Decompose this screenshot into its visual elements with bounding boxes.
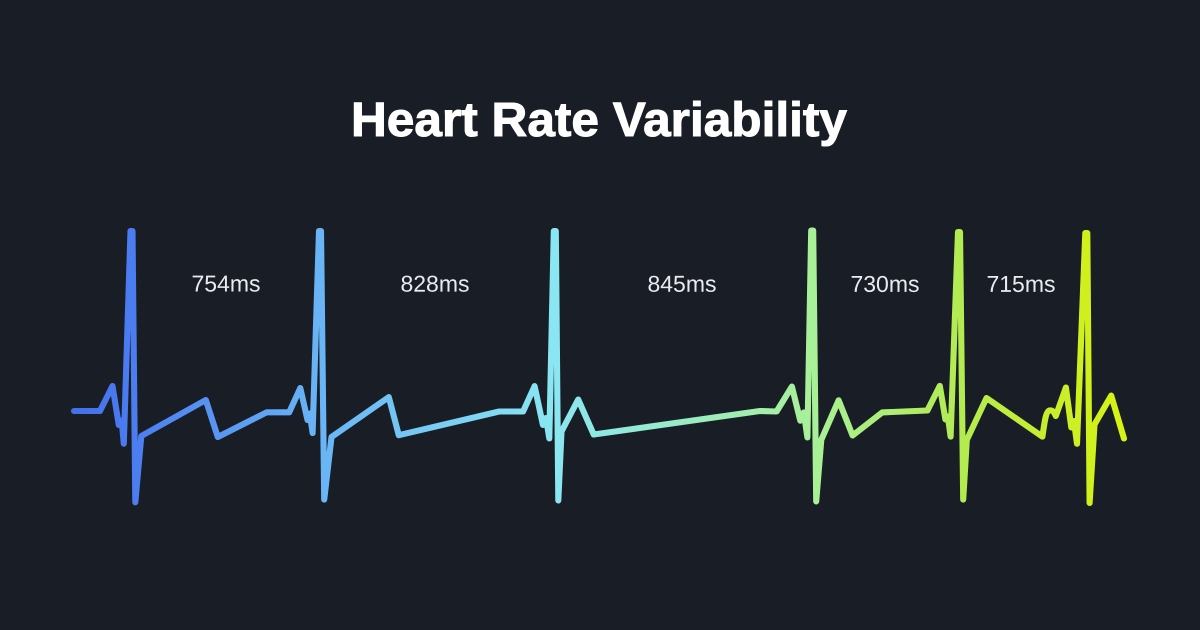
svg-text:754ms: 754ms xyxy=(191,270,260,296)
svg-text:845ms: 845ms xyxy=(647,271,716,297)
svg-text:828ms: 828ms xyxy=(400,271,469,297)
svg-text:Heart Rate Variability: Heart Rate Variability xyxy=(351,94,847,147)
svg-text:730ms: 730ms xyxy=(850,271,919,297)
svg-text:715ms: 715ms xyxy=(986,271,1055,297)
